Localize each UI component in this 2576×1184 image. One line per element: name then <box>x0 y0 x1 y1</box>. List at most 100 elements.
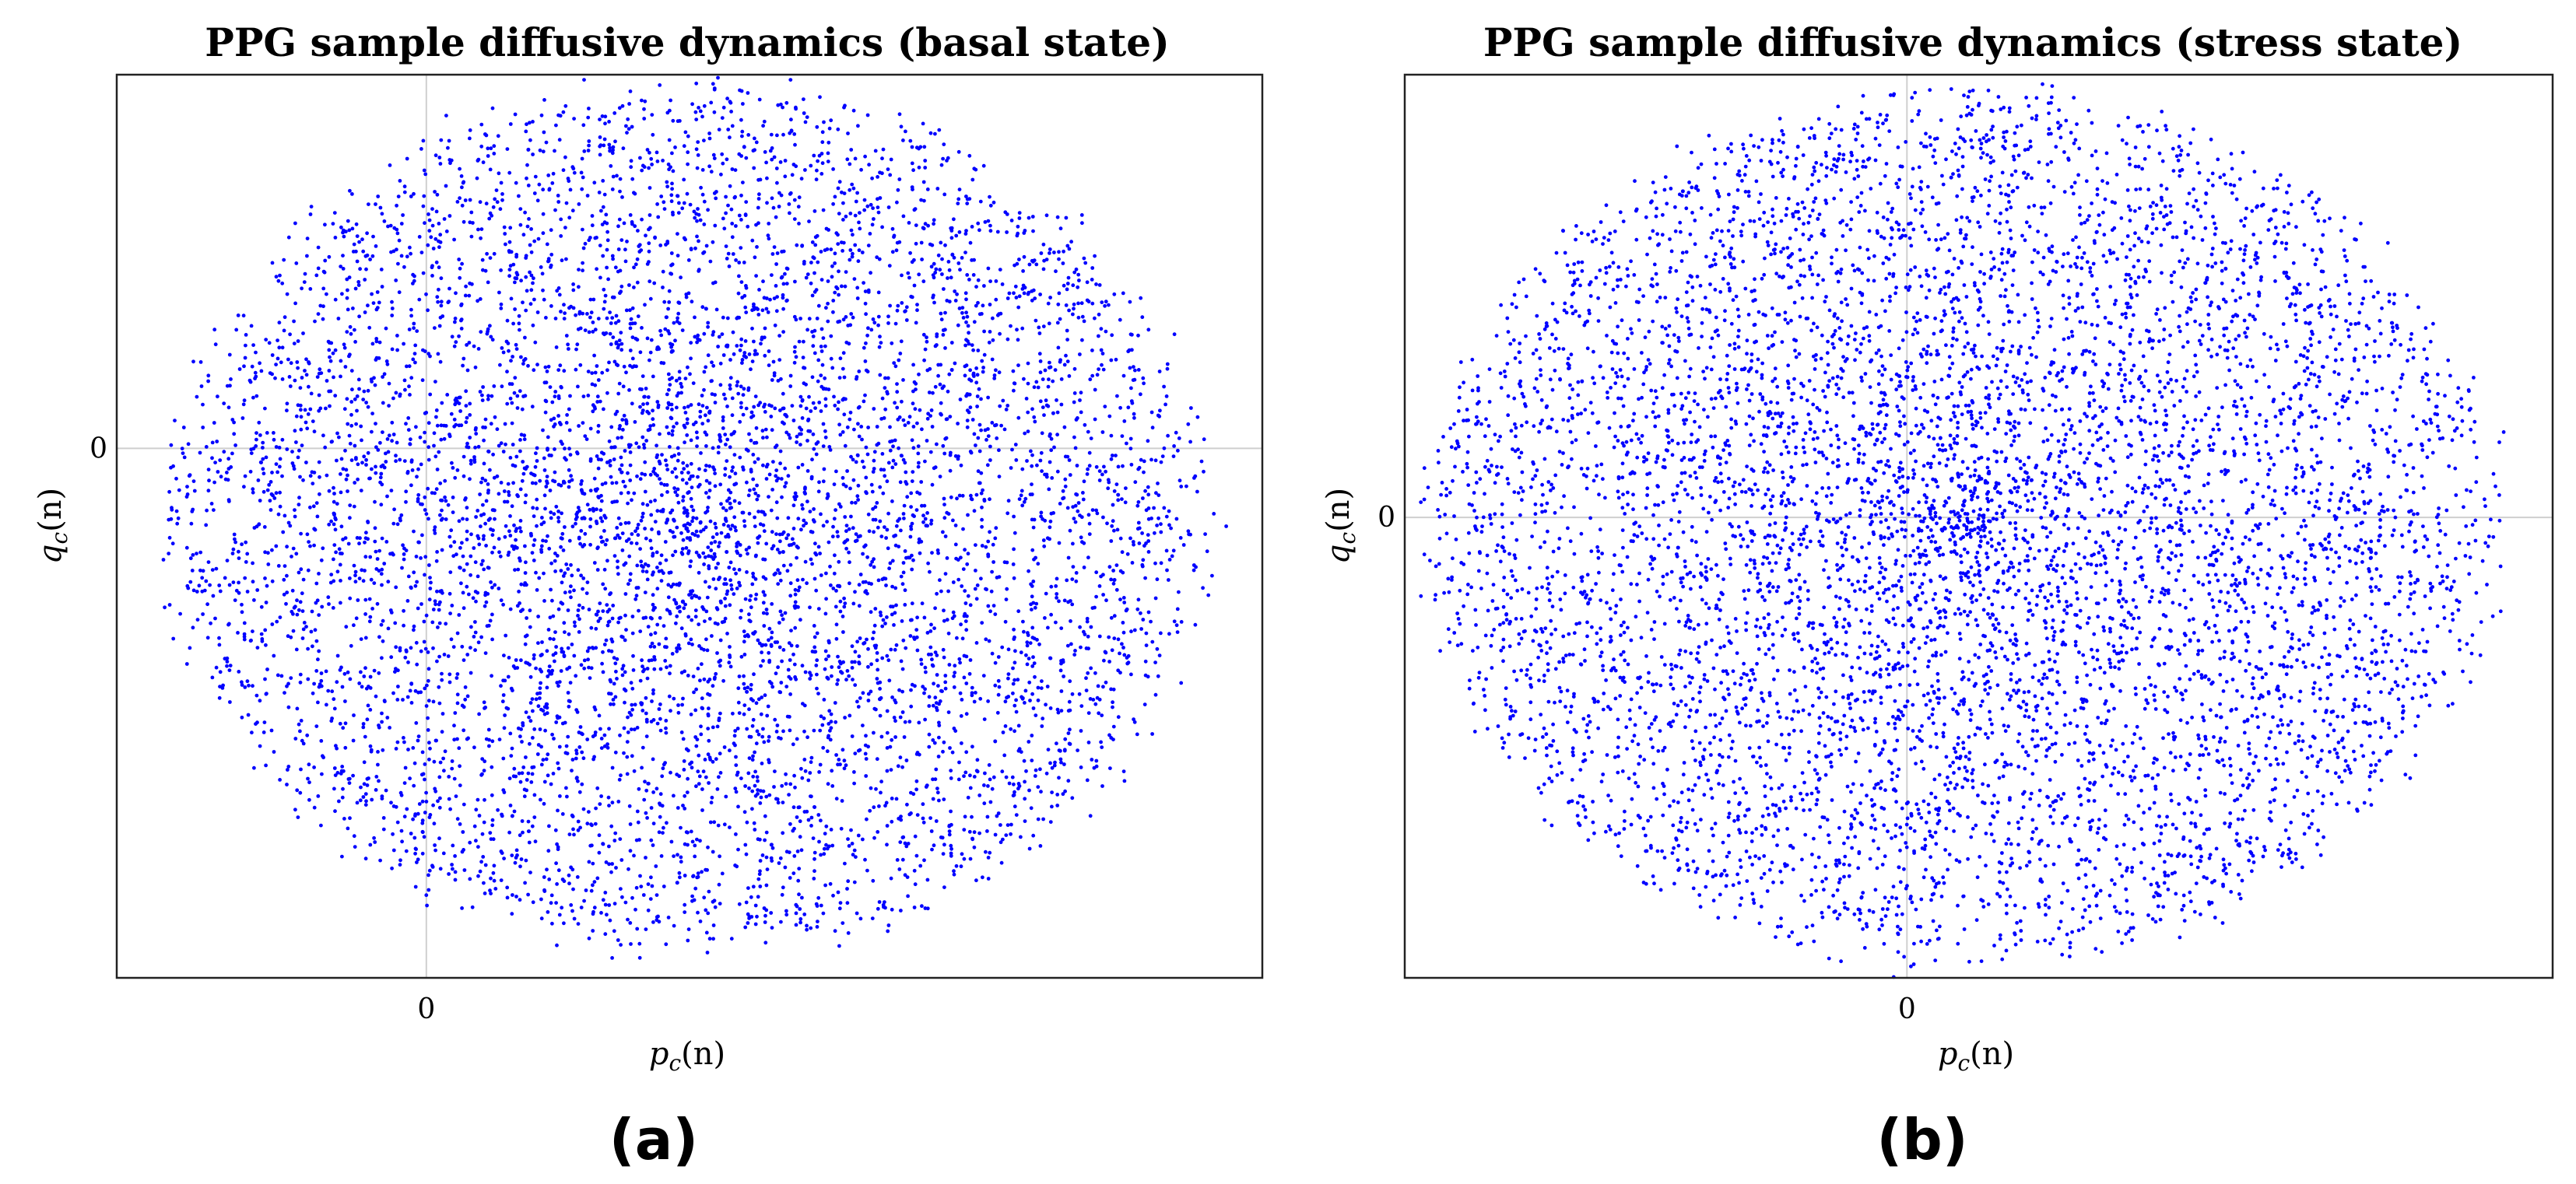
scatter-point <box>549 510 553 514</box>
scatter-point <box>323 222 327 227</box>
scatter-point <box>375 306 380 310</box>
scatter-point <box>976 300 980 305</box>
scatter-point <box>1165 366 1170 371</box>
scatter-point <box>869 202 873 207</box>
scatter-point <box>956 422 960 426</box>
scatter-point <box>416 857 420 862</box>
scatter-point <box>770 926 774 930</box>
scatter-point <box>398 457 402 462</box>
scatter-point <box>1073 503 1078 508</box>
scatter-point <box>677 870 682 875</box>
scatter-point <box>402 608 405 613</box>
scatter-point <box>932 741 937 745</box>
scatter-point <box>1013 635 1016 639</box>
scatter-point <box>840 799 844 803</box>
scatter-point <box>814 177 819 182</box>
scatter-point <box>772 296 777 300</box>
scatter-point <box>812 856 816 861</box>
scatter-point <box>363 555 368 559</box>
scatter-point <box>1064 303 1069 307</box>
scatter-point <box>581 421 585 425</box>
scatter-point <box>399 222 404 226</box>
scatter-point <box>357 681 362 685</box>
scatter-point <box>842 412 847 417</box>
scatter-point <box>1149 410 1154 415</box>
scatter-point <box>570 524 575 529</box>
scatter-point <box>426 667 431 671</box>
scatter-point <box>334 517 338 522</box>
scatter-point <box>753 793 758 798</box>
scatter-point <box>697 774 702 779</box>
scatter-point <box>974 641 979 645</box>
scatter-point <box>678 609 682 614</box>
scatter-point <box>293 508 297 512</box>
scatter-point <box>1029 806 1034 811</box>
scatter-point <box>473 630 478 635</box>
scatter-point <box>350 226 355 231</box>
scatter-point <box>515 406 520 410</box>
scatter-point <box>427 757 431 762</box>
scatter-point <box>1026 361 1030 366</box>
scatter-point <box>434 487 439 492</box>
scatter-point <box>896 303 900 308</box>
scatter-point <box>704 908 708 913</box>
scatter-point <box>662 200 666 205</box>
scatter-point <box>1099 740 1103 744</box>
scatter-point <box>805 499 809 504</box>
scatter-point <box>644 439 648 443</box>
scatter-point <box>988 194 991 199</box>
scatter-point <box>507 274 511 278</box>
scatter-point <box>855 699 859 704</box>
scatter-point <box>551 171 556 176</box>
scatter-point <box>353 328 356 332</box>
scatter-point <box>415 475 419 479</box>
scatter-point <box>899 574 904 579</box>
scatter-point <box>497 587 501 590</box>
scatter-point <box>1069 240 1073 244</box>
scatter-point <box>602 567 607 572</box>
scatter-point <box>617 536 622 540</box>
scatter-point <box>686 405 690 409</box>
scatter-point <box>514 271 519 275</box>
scatter-point <box>1032 517 1037 522</box>
scatter-point <box>295 612 300 617</box>
scatter-point <box>1048 460 1052 464</box>
scatter-point <box>780 613 784 618</box>
scatter-point <box>712 552 717 556</box>
scatter-point <box>434 260 439 264</box>
scatter-point <box>1144 643 1149 647</box>
scatter-point <box>484 499 489 503</box>
scatter-point <box>419 462 423 467</box>
scatter-point <box>686 150 690 155</box>
scatter-point <box>437 621 442 625</box>
scatter-point <box>530 824 535 828</box>
scatter-point <box>541 149 546 154</box>
scatter-point <box>320 604 325 609</box>
scatter-point <box>875 255 879 260</box>
scatter-point <box>497 171 501 176</box>
scatter-point <box>502 856 506 860</box>
scatter-point <box>1104 329 1108 334</box>
scatter-point <box>1179 681 1184 685</box>
scatter-point <box>643 472 648 477</box>
scatter-point <box>727 566 732 569</box>
scatter-point <box>775 640 780 644</box>
scatter-point <box>934 819 939 823</box>
scatter-point <box>282 577 286 582</box>
scatter-point <box>226 622 230 627</box>
scatter-point <box>1116 715 1121 720</box>
scatter-point <box>901 561 906 565</box>
scatter-point <box>761 436 765 440</box>
scatter-point <box>1057 599 1061 604</box>
scatter-point <box>1030 482 1034 486</box>
scatter-point <box>1061 792 1065 797</box>
scatter-point <box>831 201 835 206</box>
scatter-point <box>731 252 735 256</box>
scatter-point <box>600 114 605 118</box>
scatter-point <box>1086 741 1091 744</box>
scatter-point <box>871 317 876 321</box>
scatter-point <box>321 755 325 760</box>
scatter-point <box>1025 662 1030 667</box>
scatter-point <box>572 170 577 175</box>
scatter-point <box>928 569 932 574</box>
